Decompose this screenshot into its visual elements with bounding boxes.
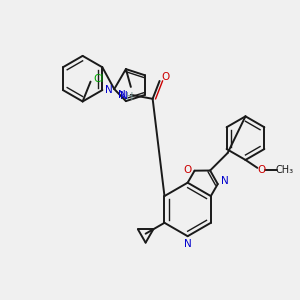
Text: H: H <box>126 92 134 102</box>
Text: N: N <box>120 91 128 101</box>
Text: O: O <box>184 165 192 175</box>
Text: N: N <box>221 176 229 186</box>
Text: CH₃: CH₃ <box>275 165 293 175</box>
Text: N: N <box>105 85 113 95</box>
Text: O: O <box>161 72 169 82</box>
Text: N: N <box>184 239 191 249</box>
Text: N: N <box>118 90 126 100</box>
Text: Cl: Cl <box>93 74 104 84</box>
Text: O: O <box>257 165 266 175</box>
